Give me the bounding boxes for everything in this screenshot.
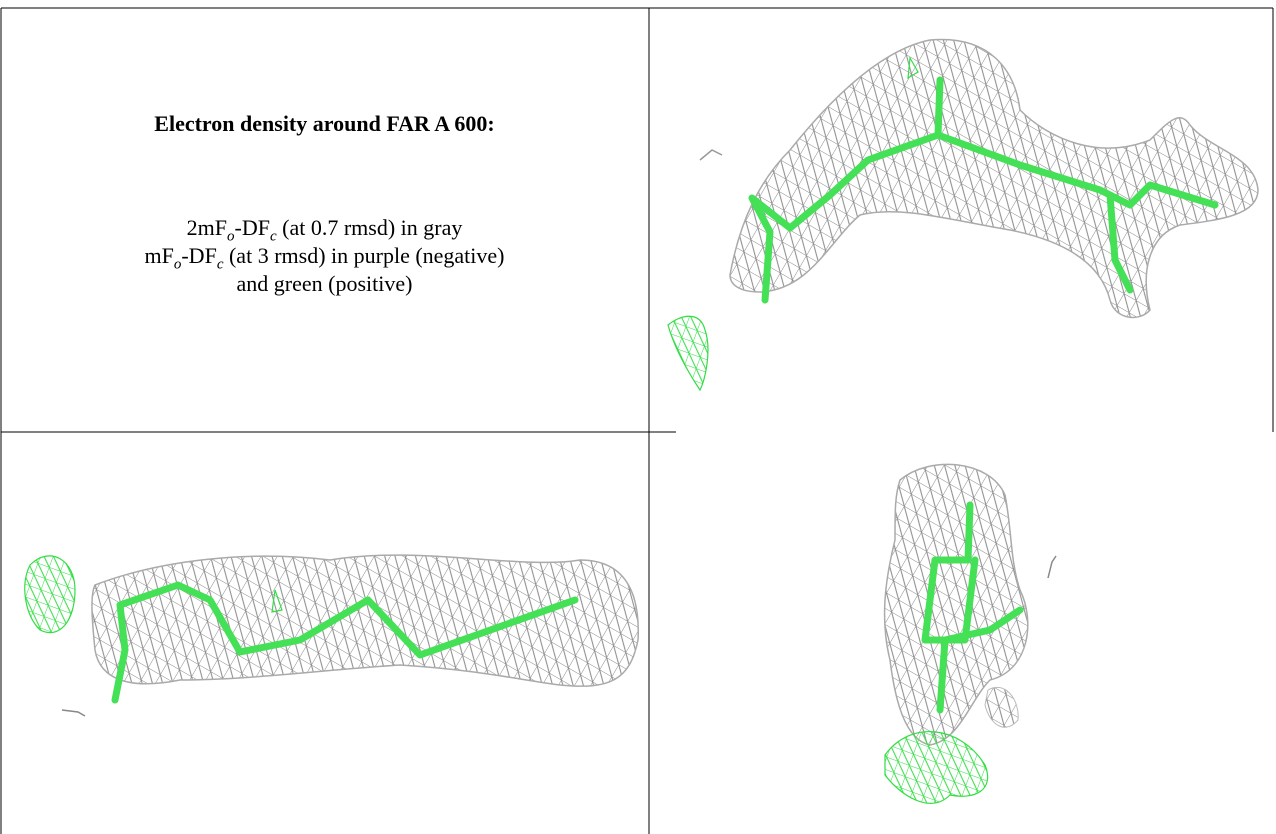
text: -DF: [234, 215, 270, 240]
text: (at 3 rmsd) in purple (negative): [223, 243, 505, 268]
density-view-2: [24, 554, 639, 717]
subscript: c: [216, 256, 224, 273]
table-borders: [0, 7, 1274, 834]
text: (at 0.7 rmsd) in gray: [276, 215, 463, 240]
text: and green (positive): [236, 271, 413, 296]
text: mF: [144, 243, 174, 268]
caption-line: 2mFo-DFc (at 0.7 rmsd) in gray: [2, 215, 647, 245]
subscript: c: [269, 228, 277, 245]
density-view-1: [667, 38, 1259, 392]
subscript: o: [227, 228, 235, 245]
caption-cell: Electron density around FAR A 600: 2mFo-…: [2, 9, 647, 431]
text: 2mF: [186, 215, 227, 240]
density-view-3: [883, 463, 1057, 804]
caption-line: and green (positive): [2, 271, 647, 297]
subscript: o: [173, 256, 182, 273]
text: -DF: [181, 243, 217, 268]
caption-line: mFo-DFc (at 3 rmsd) in purple (negative): [2, 243, 647, 273]
caption-title: Electron density around FAR A 600:: [154, 111, 495, 136]
